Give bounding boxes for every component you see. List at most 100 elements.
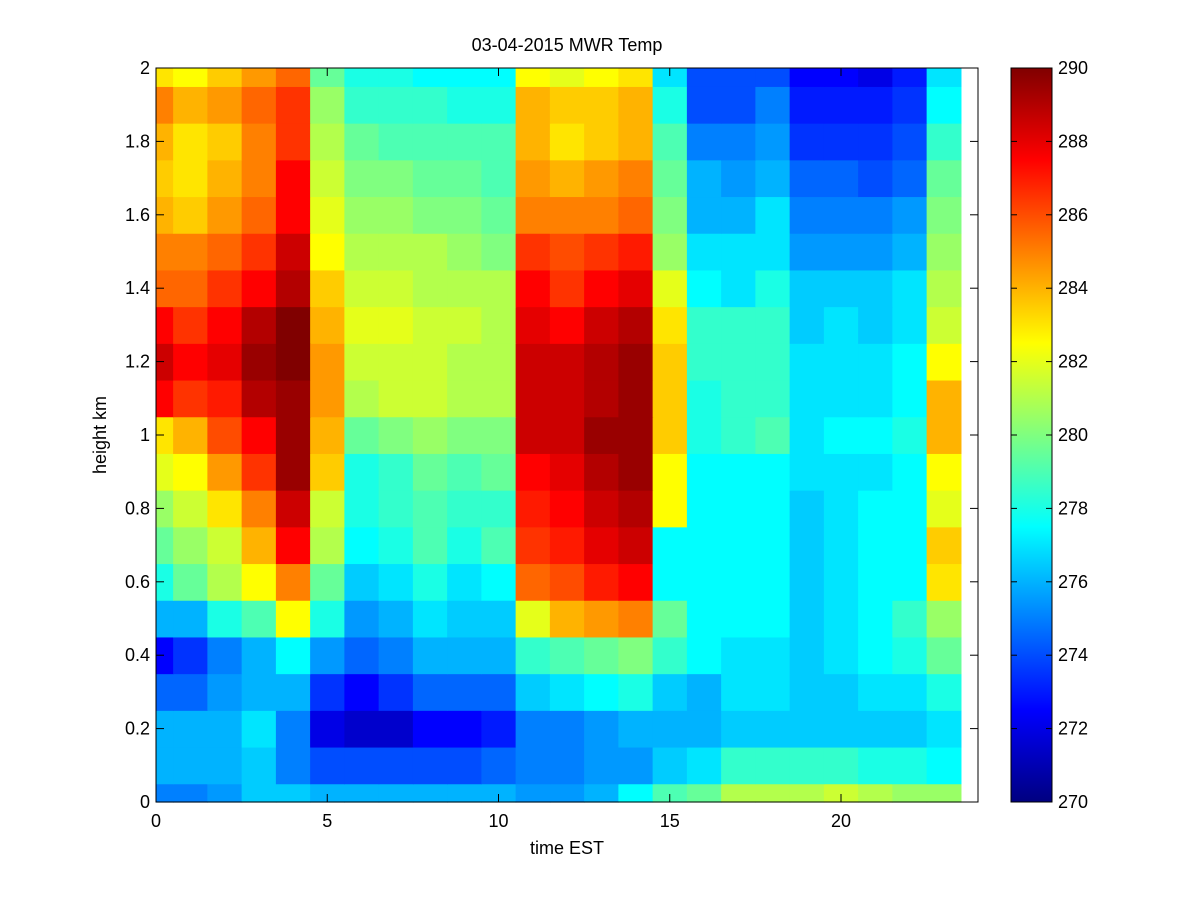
heatmap-cell (344, 233, 380, 271)
heatmap-cell (310, 490, 345, 528)
y-tick-label: 2 (140, 58, 150, 78)
heatmap-cell (755, 379, 791, 418)
heatmap-cell (858, 68, 893, 87)
heatmap-cell (310, 416, 345, 454)
y-tick-label: 0.6 (125, 572, 150, 592)
heatmap-cell (173, 123, 208, 161)
heatmap-cell (686, 416, 722, 454)
heatmap-cell (310, 123, 345, 161)
heatmap-cell (823, 123, 859, 161)
heatmap-cell (173, 636, 208, 675)
heatmap-cell (858, 453, 893, 491)
heatmap-cell (207, 673, 243, 711)
heatmap-cell (447, 269, 482, 308)
heatmap-cell (156, 673, 174, 711)
heatmap-cell (481, 563, 517, 601)
heatmap-cell (686, 710, 722, 748)
heatmap-cell (721, 123, 756, 161)
heatmap-cell (173, 526, 208, 565)
heatmap-cell (926, 233, 962, 271)
heatmap-cell (515, 343, 551, 381)
heatmap-cell (310, 563, 345, 601)
heatmap-cell (823, 269, 859, 308)
heatmap-cell (858, 563, 893, 601)
heatmap-cell (173, 416, 208, 454)
heatmap-cell (173, 379, 208, 418)
heatmap-cell (378, 526, 414, 565)
heatmap-cell (618, 746, 654, 785)
heatmap-cell (721, 233, 756, 271)
heatmap-cell (241, 746, 277, 785)
heatmap-cell (207, 233, 243, 271)
heatmap-cell (378, 196, 414, 234)
x-tick-label: 15 (660, 811, 680, 831)
heatmap-cell (207, 710, 243, 748)
heatmap-cell (275, 600, 311, 638)
heatmap-cell (447, 343, 482, 381)
heatmap-cell (823, 710, 859, 748)
heatmap-cell (344, 563, 380, 601)
heatmap-cell (858, 710, 893, 748)
heatmap-cell (686, 379, 722, 418)
heatmap-cell (241, 600, 277, 638)
heatmap-cell (241, 196, 277, 234)
heatmap-cell (789, 86, 825, 124)
heatmap-cell (584, 416, 619, 454)
heatmap-cell (344, 490, 380, 528)
heatmap-cell (310, 710, 345, 748)
heatmap-cell (156, 490, 174, 528)
heatmap-cell (892, 526, 928, 565)
heatmap-cell (823, 453, 859, 491)
heatmap-cell (892, 343, 928, 381)
heatmap-cell (549, 416, 585, 454)
heatmap-cell (755, 233, 791, 271)
heatmap-cell (926, 68, 962, 87)
x-tick-label: 0 (151, 811, 161, 831)
heatmap-cell (447, 123, 482, 161)
heatmap-cell (549, 490, 585, 528)
heatmap-cell (549, 673, 585, 711)
heatmap-cell (858, 269, 893, 308)
heatmap-cell (207, 453, 243, 491)
heatmap-cell (156, 343, 174, 381)
heatmap-cell (892, 783, 928, 803)
heatmap-cell (515, 269, 551, 308)
heatmap-cell (618, 123, 654, 161)
heatmap-cell (755, 746, 791, 785)
heatmap-cell (618, 600, 654, 638)
heatmap-cell (378, 453, 414, 491)
heatmap-cell (823, 343, 859, 381)
heatmap-cell (721, 68, 756, 87)
heatmap-cell (892, 416, 928, 454)
heatmap-cell (447, 673, 482, 711)
heatmap-cell (652, 379, 688, 418)
heatmap-cell (789, 710, 825, 748)
heatmap-cell (584, 563, 619, 601)
heatmap-cell (823, 68, 859, 87)
heatmap-cell (789, 783, 825, 803)
heatmap-cell (549, 86, 585, 124)
heatmap-cell (892, 68, 928, 87)
heatmap-cell (892, 563, 928, 601)
heatmap-cell (823, 783, 859, 803)
heatmap-cell (310, 68, 345, 87)
heatmap-cell (652, 123, 688, 161)
heatmap-cell (549, 636, 585, 675)
heatmap-cell (755, 159, 791, 198)
heatmap-cell (652, 159, 688, 198)
heatmap-cell (378, 159, 414, 198)
heatmap-cell (344, 526, 380, 565)
heatmap-cell (858, 600, 893, 638)
plot-frame (155, 67, 979, 803)
colorbar-tick-label: 290 (1058, 58, 1088, 78)
heatmap-cell (823, 490, 859, 528)
heatmap-cell (858, 416, 893, 454)
heatmap-cell (481, 68, 517, 87)
heatmap-cell (515, 306, 551, 344)
heatmap-cell (275, 379, 311, 418)
heatmap-cell (721, 526, 756, 565)
heatmap-cell (241, 379, 277, 418)
heatmap-cell (823, 86, 859, 124)
heatmap-cell (412, 123, 448, 161)
